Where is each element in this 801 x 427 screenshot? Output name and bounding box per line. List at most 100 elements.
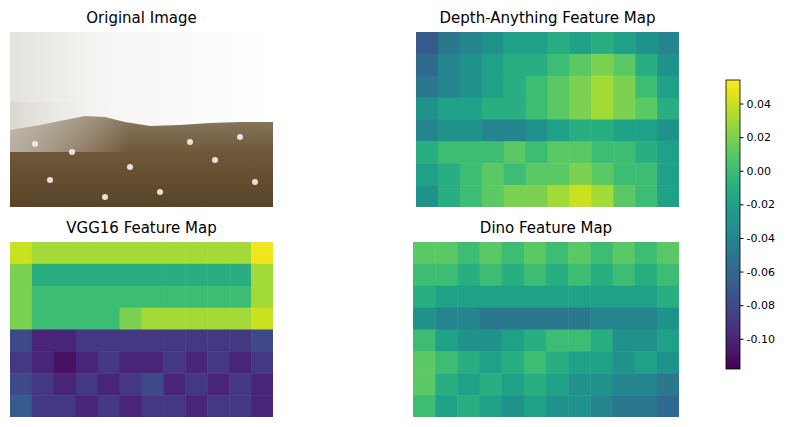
heatmap-cell (502, 330, 525, 352)
heatmap-cell (590, 351, 613, 373)
heatmap-cell (229, 395, 251, 417)
heatmap-cell (438, 54, 460, 76)
heatmap-cell (526, 185, 548, 207)
heatmap-cell (635, 242, 658, 264)
heatmap-cell (435, 330, 458, 352)
heatmap-cell (120, 395, 142, 417)
tick-mark (740, 305, 744, 306)
heatmap-cell (120, 308, 142, 330)
heatmap-cell (120, 373, 142, 395)
heatmap-cell (502, 351, 525, 373)
heatmap-cell (142, 395, 164, 417)
heatmap-cell (502, 242, 525, 264)
heatmap-cell (590, 373, 613, 395)
heatmap-cell (413, 351, 436, 373)
heatmap-cell (120, 330, 142, 352)
heatmap-cell (591, 120, 613, 142)
heatmap-cell (10, 373, 32, 395)
snowflake (212, 157, 218, 163)
tick: -0.02 (740, 198, 775, 211)
heatmap-cell (207, 242, 229, 264)
heatmap-cell (568, 330, 591, 352)
heatmap-cell (460, 76, 482, 98)
heatmap-cell (32, 330, 54, 352)
heatmap-cell (590, 395, 613, 417)
tick-mark (740, 238, 744, 239)
heatmap-cell (502, 395, 525, 417)
heatmap-cell (185, 264, 207, 286)
heatmap-cell (524, 286, 547, 308)
heatmap-cell (54, 351, 76, 373)
heatmap-cell (480, 395, 503, 417)
heatmap-cell (569, 163, 591, 185)
sky (10, 32, 273, 207)
snowflake (69, 149, 75, 155)
tick-mark (740, 171, 744, 172)
heatmap-cell (120, 242, 142, 264)
heatmap-cell (163, 308, 185, 330)
heatmap-cell (546, 242, 569, 264)
heatmap-cell (524, 308, 547, 330)
heatmap-cell (207, 308, 229, 330)
heatmap-cell (635, 120, 657, 142)
heatmap-cell (657, 141, 679, 163)
heatmap-cell (457, 264, 480, 286)
tick: 0.00 (740, 165, 771, 178)
heatmap-cell (502, 264, 525, 286)
heatmap-cell (142, 264, 164, 286)
heatmap-cell (438, 98, 460, 120)
heatmap-cell (435, 286, 458, 308)
heatmap-cell (185, 351, 207, 373)
snowflake (187, 139, 193, 145)
heatmap-cell (98, 264, 120, 286)
heatmap-cell (613, 120, 635, 142)
heatmap-cell (635, 286, 658, 308)
heatmap-cell (413, 330, 436, 352)
heatmap-cell (457, 373, 480, 395)
tick: -0.04 (740, 232, 775, 245)
heatmap-cell (590, 286, 613, 308)
heatmap-cell (504, 32, 526, 54)
heatmap-cell (163, 242, 185, 264)
heatmap-cell (657, 308, 679, 330)
heatmap-cell (438, 141, 460, 163)
heatmap-cell (546, 395, 569, 417)
heatmap-cell (185, 242, 207, 264)
heatmap-cell (526, 141, 548, 163)
heatmap-cell (435, 264, 458, 286)
heatmap-cell (54, 373, 76, 395)
heatmap-cell (502, 373, 525, 395)
heatmap-cell (413, 242, 436, 264)
heatmap-cell (546, 330, 569, 352)
snowflake (32, 141, 38, 147)
heatmap-cell (635, 330, 658, 352)
heatmap-cell (54, 395, 76, 417)
tick-mark (740, 204, 744, 205)
panel-title: Dino Feature Map (480, 219, 612, 237)
heatmap-cell (482, 141, 504, 163)
heatmap-cell (524, 351, 547, 373)
snowflake (157, 189, 163, 195)
heatmap-cell (207, 373, 229, 395)
heatmap-cell (76, 286, 98, 308)
heatmap-cell (10, 395, 32, 417)
tick: -0.08 (740, 299, 775, 312)
heatmap-cell (657, 32, 679, 54)
heatmap-cell (591, 98, 613, 120)
heatmap-cell (229, 286, 251, 308)
heatmap-cell (229, 264, 251, 286)
heatmap-cell (480, 330, 503, 352)
heatmap-cell (10, 308, 32, 330)
heatmap-cell (548, 54, 570, 76)
heatmap-cell (526, 76, 548, 98)
tick: -0.06 (740, 266, 775, 279)
heatmap-cell (142, 242, 164, 264)
heatmap-cell (635, 54, 657, 76)
heatmap-cell (185, 286, 207, 308)
heatmap (413, 242, 679, 417)
heatmap-cell (438, 32, 460, 54)
heatmap-cell (10, 264, 32, 286)
snowflake (237, 134, 243, 140)
heatmap-cell (613, 308, 636, 330)
heatmap-cell (207, 264, 229, 286)
